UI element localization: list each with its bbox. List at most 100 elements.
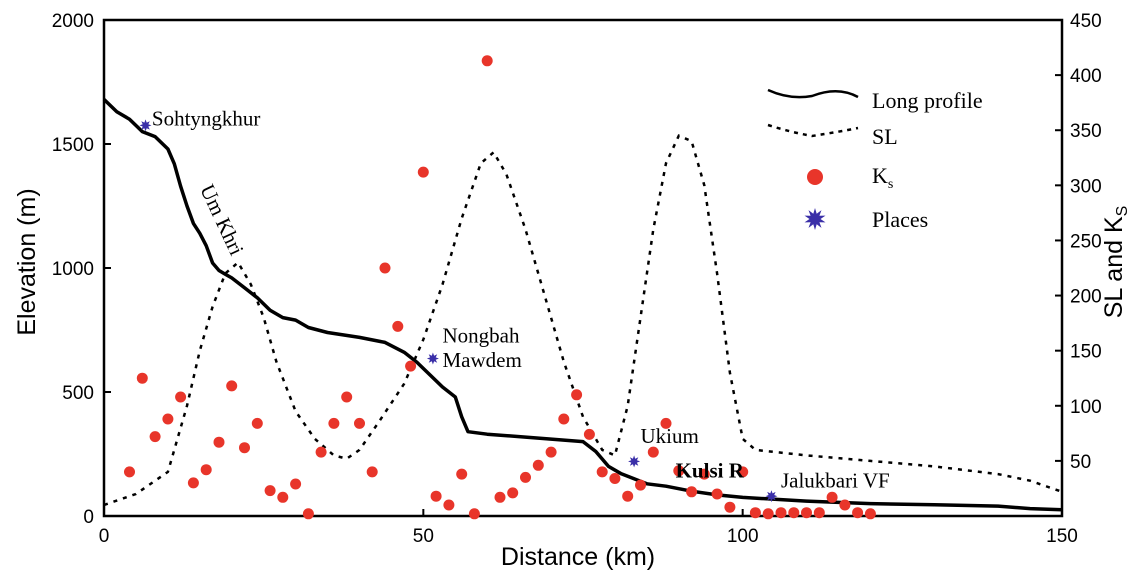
x-tick-label: 150 xyxy=(1046,526,1078,547)
y2-tick-label: 50 xyxy=(1070,452,1091,473)
ks-point xyxy=(200,464,212,476)
place-marker xyxy=(139,119,152,132)
ks-point xyxy=(596,466,608,478)
ks-point xyxy=(392,320,404,332)
long-profile-line xyxy=(102,98,1063,512)
ks-point xyxy=(801,507,812,519)
ks-point xyxy=(456,468,468,480)
ks-point xyxy=(430,490,442,502)
ks-point xyxy=(136,372,148,384)
ks-point xyxy=(302,508,314,520)
annotation-label: Jalukbari VF xyxy=(781,468,890,492)
ks-point xyxy=(149,431,161,443)
ks-point xyxy=(162,413,174,425)
ks-point xyxy=(813,507,825,519)
legend-swatch-places xyxy=(804,208,826,230)
y-tick-label: 2000 xyxy=(52,11,94,32)
ks-point xyxy=(341,391,353,403)
ks-point xyxy=(405,360,417,372)
ks-point xyxy=(124,466,135,478)
ks-point xyxy=(481,55,493,67)
place-marker xyxy=(426,352,439,365)
y-tick-label: 0 xyxy=(83,507,94,528)
place-marker xyxy=(628,455,641,468)
ks-point xyxy=(277,491,289,503)
annotation-label: Um Khri xyxy=(195,181,249,259)
ks-point xyxy=(698,468,710,480)
ks-point xyxy=(788,507,800,519)
y2-axis-title: SL and KS xyxy=(1100,206,1131,319)
ks-point xyxy=(673,465,685,477)
legend-label-long-profile: Long profile xyxy=(872,88,983,113)
y2-tick-label: 200 xyxy=(1070,287,1102,308)
ticks: 0 50 100 1500500100015002000501001502002503… xyxy=(52,11,1102,547)
ks-point xyxy=(622,490,634,502)
y2-tick-label: 100 xyxy=(1070,397,1102,418)
ks-point xyxy=(315,446,327,458)
x-tick-label: 100 xyxy=(727,526,759,547)
legend-swatch-long-profile xyxy=(767,88,859,99)
ks-point xyxy=(239,442,250,454)
y2-axis-title-sub: S xyxy=(1114,206,1131,217)
ks-point xyxy=(660,417,672,429)
annotation-label: Nongbah xyxy=(442,323,519,347)
y2-tick-label: 250 xyxy=(1070,231,1102,252)
x-tick-label: 50 xyxy=(413,526,434,547)
ks-point xyxy=(826,491,838,503)
y-tick-label: 1000 xyxy=(52,259,94,280)
ks-point xyxy=(366,466,378,478)
ks-point xyxy=(839,499,851,511)
ks-point xyxy=(264,485,276,497)
ks-point xyxy=(852,507,864,519)
annotation-label: Mawdem xyxy=(442,348,521,372)
annotation-label: Sohtyngkhur xyxy=(152,106,261,130)
annotation-label: Kulsi R xyxy=(676,459,745,483)
y-tick-label: 500 xyxy=(62,383,94,404)
ks-point xyxy=(558,413,570,425)
ks-point xyxy=(226,380,238,392)
ks-point xyxy=(532,459,544,471)
ks-point xyxy=(724,501,736,513)
legend-label-ks-sub: s xyxy=(888,177,893,192)
y2-tick-label: 450 xyxy=(1070,11,1102,32)
ks-point xyxy=(583,428,595,440)
ks-point xyxy=(520,471,531,483)
ks-point xyxy=(328,417,340,429)
ks-point xyxy=(213,436,225,448)
x-axis-title: Distance (km) xyxy=(501,543,655,571)
legend-label-sl: SL xyxy=(872,124,898,149)
ks-point xyxy=(711,488,723,500)
ks-point xyxy=(443,499,455,511)
ks-point xyxy=(647,446,659,458)
ks-point xyxy=(290,478,302,490)
y2-tick-label: 300 xyxy=(1070,176,1102,197)
y2-tick-label: 400 xyxy=(1070,66,1102,87)
y-tick-label: 1500 xyxy=(52,135,94,156)
ks-point xyxy=(609,473,621,484)
y2-axis-title-main: SL and K xyxy=(1100,216,1128,318)
legend: Long profile SL Ks Places xyxy=(767,88,983,232)
ks-point xyxy=(864,508,876,520)
annotation-label: Ukium xyxy=(640,424,698,448)
place-marker xyxy=(765,490,778,503)
x-tick-label: 0 xyxy=(99,526,110,547)
y2-tick-label: 350 xyxy=(1070,121,1102,142)
legend-label-ks-main: K xyxy=(872,163,888,188)
ks-point xyxy=(468,508,480,520)
ks-point xyxy=(686,486,698,498)
ks-point xyxy=(175,391,187,403)
y-axis-title: Elevation (m) xyxy=(13,188,41,335)
ks-point xyxy=(545,446,557,458)
ks-point xyxy=(775,507,787,519)
ks-point xyxy=(251,417,263,429)
legend-label-places: Places xyxy=(872,207,928,232)
ks-point xyxy=(635,479,646,491)
sl-line xyxy=(103,134,1063,507)
ks-point xyxy=(187,477,199,489)
ks-point xyxy=(749,507,761,519)
ks-point xyxy=(354,417,365,429)
y2-tick-label: 150 xyxy=(1070,342,1102,363)
ks-point xyxy=(571,389,583,401)
